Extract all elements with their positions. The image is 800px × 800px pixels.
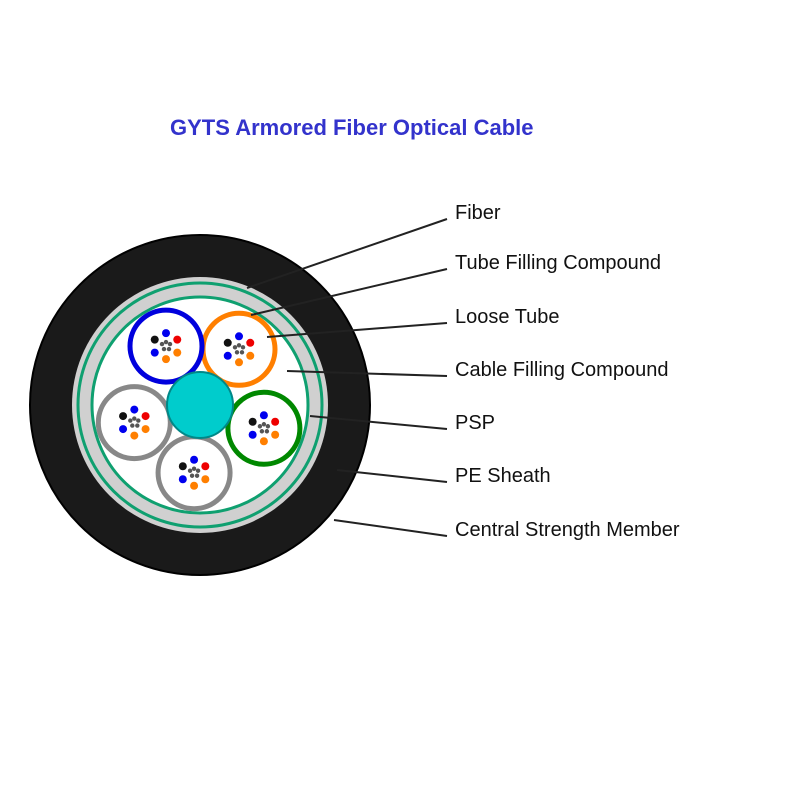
fiber-dot	[119, 412, 127, 420]
callout-label: Tube Filling Compound	[455, 252, 661, 275]
tube-filling-dot	[167, 347, 171, 351]
tube-filling-dot	[132, 416, 136, 420]
fiber-dot	[179, 475, 187, 483]
tube-filling-dot	[262, 422, 266, 426]
tube-filling-dot	[128, 418, 132, 422]
loose-tube	[228, 392, 300, 464]
tube-filling-dot	[233, 345, 237, 349]
fiber-dot	[142, 425, 150, 433]
fiber-dot	[246, 339, 254, 347]
fiber-dot	[224, 339, 232, 347]
fiber-dot	[235, 332, 243, 340]
fiber-dot	[173, 349, 181, 357]
fiber-dot	[260, 411, 268, 419]
tube-filling-dot	[240, 350, 244, 354]
central-strength-member	[167, 372, 233, 438]
tube-filling-dot	[266, 424, 270, 428]
fiber-dot	[151, 336, 159, 344]
loose-tube	[98, 387, 170, 459]
tube-filling-dot	[260, 429, 264, 433]
fiber-dot	[151, 349, 159, 357]
fiber-dot	[201, 462, 209, 470]
fiber-dot	[190, 482, 198, 490]
callout-label: PSP	[455, 412, 495, 435]
tube-filling-dot	[265, 429, 269, 433]
fiber-dot	[179, 462, 187, 470]
tube-filling-dot	[160, 342, 164, 346]
loose-tube	[130, 310, 202, 382]
fiber-dot	[246, 352, 254, 360]
fiber-dot	[249, 431, 257, 439]
tube-filling-dot	[162, 347, 166, 351]
fiber-dot	[190, 456, 198, 464]
fiber-dot	[271, 431, 279, 439]
callout-label: Cable Filling Compound	[455, 359, 668, 382]
fiber-dot	[130, 432, 138, 440]
fiber-dot	[173, 336, 181, 344]
tube-filling-dot	[188, 469, 192, 473]
tube-filling-dot	[195, 474, 199, 478]
callout-line	[334, 520, 447, 536]
tube-filling-dot	[192, 467, 196, 471]
tube-filling-dot	[196, 469, 200, 473]
tube-filling-dot	[135, 423, 139, 427]
fiber-dot	[119, 425, 127, 433]
fiber-dot	[162, 355, 170, 363]
fiber-dot	[271, 418, 279, 426]
tube-filling-dot	[136, 418, 140, 422]
callout-label: Central Strength Member	[455, 519, 680, 542]
callout-label: PE Sheath	[455, 465, 551, 488]
tube-filling-dot	[130, 423, 134, 427]
fiber-dot	[162, 329, 170, 337]
tube-filling-dot	[190, 474, 194, 478]
loose-tube	[158, 437, 230, 509]
tube-filling-dot	[235, 350, 239, 354]
tube-filling-dot	[241, 345, 245, 349]
fiber-dot	[142, 412, 150, 420]
tube-filling-dot	[258, 424, 262, 428]
fiber-dot	[235, 358, 243, 366]
fiber-dot	[224, 352, 232, 360]
tube-filling-dot	[237, 343, 241, 347]
fiber-dot	[249, 418, 257, 426]
fiber-dot	[201, 475, 209, 483]
diagram-svg	[0, 0, 800, 800]
callout-label: Loose Tube	[455, 306, 560, 329]
tube-filling-dot	[168, 342, 172, 346]
callout-label: Fiber	[455, 202, 501, 225]
fiber-dot	[130, 406, 138, 414]
tube-filling-dot	[164, 340, 168, 344]
fiber-dot	[260, 437, 268, 445]
